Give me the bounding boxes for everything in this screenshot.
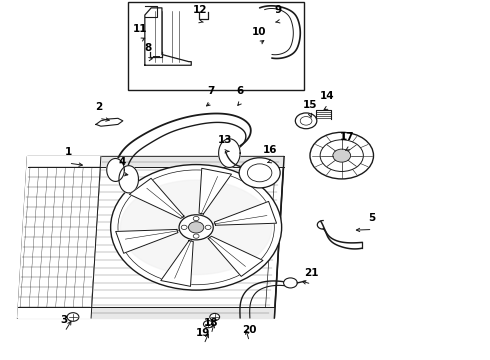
Polygon shape xyxy=(214,201,276,225)
Polygon shape xyxy=(145,8,191,65)
Text: 18: 18 xyxy=(203,318,218,328)
Text: 16: 16 xyxy=(263,145,278,155)
Text: 21: 21 xyxy=(304,267,318,278)
Text: 7: 7 xyxy=(207,86,215,96)
Circle shape xyxy=(193,216,199,221)
Circle shape xyxy=(284,278,297,288)
Polygon shape xyxy=(199,168,231,214)
Circle shape xyxy=(247,164,272,182)
Circle shape xyxy=(118,170,274,285)
Circle shape xyxy=(239,158,280,188)
Text: 11: 11 xyxy=(133,24,147,34)
Text: 14: 14 xyxy=(320,91,334,101)
Circle shape xyxy=(210,314,220,320)
Bar xyxy=(128,3,304,90)
Text: 8: 8 xyxy=(145,43,152,53)
Polygon shape xyxy=(119,166,139,193)
Text: 13: 13 xyxy=(218,135,233,145)
Polygon shape xyxy=(107,158,124,181)
Text: 10: 10 xyxy=(251,27,266,37)
Circle shape xyxy=(179,215,213,240)
Polygon shape xyxy=(208,236,263,276)
Text: 6: 6 xyxy=(237,86,244,96)
Polygon shape xyxy=(27,157,284,167)
Text: 5: 5 xyxy=(368,213,376,223)
Text: 9: 9 xyxy=(275,5,282,15)
Polygon shape xyxy=(116,229,178,253)
Polygon shape xyxy=(129,178,184,219)
Polygon shape xyxy=(18,307,274,318)
Circle shape xyxy=(320,140,364,171)
Circle shape xyxy=(111,165,282,290)
Text: 12: 12 xyxy=(193,5,207,15)
Text: 1: 1 xyxy=(65,147,72,157)
Polygon shape xyxy=(219,139,240,167)
Circle shape xyxy=(189,222,204,233)
Text: 19: 19 xyxy=(196,328,211,338)
Polygon shape xyxy=(18,157,284,318)
Circle shape xyxy=(295,113,317,129)
Text: 2: 2 xyxy=(95,102,102,112)
Polygon shape xyxy=(161,241,193,286)
Circle shape xyxy=(333,149,351,162)
Circle shape xyxy=(181,225,187,229)
Polygon shape xyxy=(18,157,101,318)
Text: 3: 3 xyxy=(61,315,68,325)
Circle shape xyxy=(310,132,373,179)
Text: 4: 4 xyxy=(118,157,125,167)
Polygon shape xyxy=(96,118,123,126)
Circle shape xyxy=(67,313,79,321)
Text: 20: 20 xyxy=(242,325,256,335)
Text: 17: 17 xyxy=(340,132,355,142)
Circle shape xyxy=(203,320,213,328)
Circle shape xyxy=(300,117,312,125)
Polygon shape xyxy=(121,180,272,275)
Circle shape xyxy=(193,234,199,238)
Text: 15: 15 xyxy=(303,100,318,110)
Circle shape xyxy=(205,225,211,229)
